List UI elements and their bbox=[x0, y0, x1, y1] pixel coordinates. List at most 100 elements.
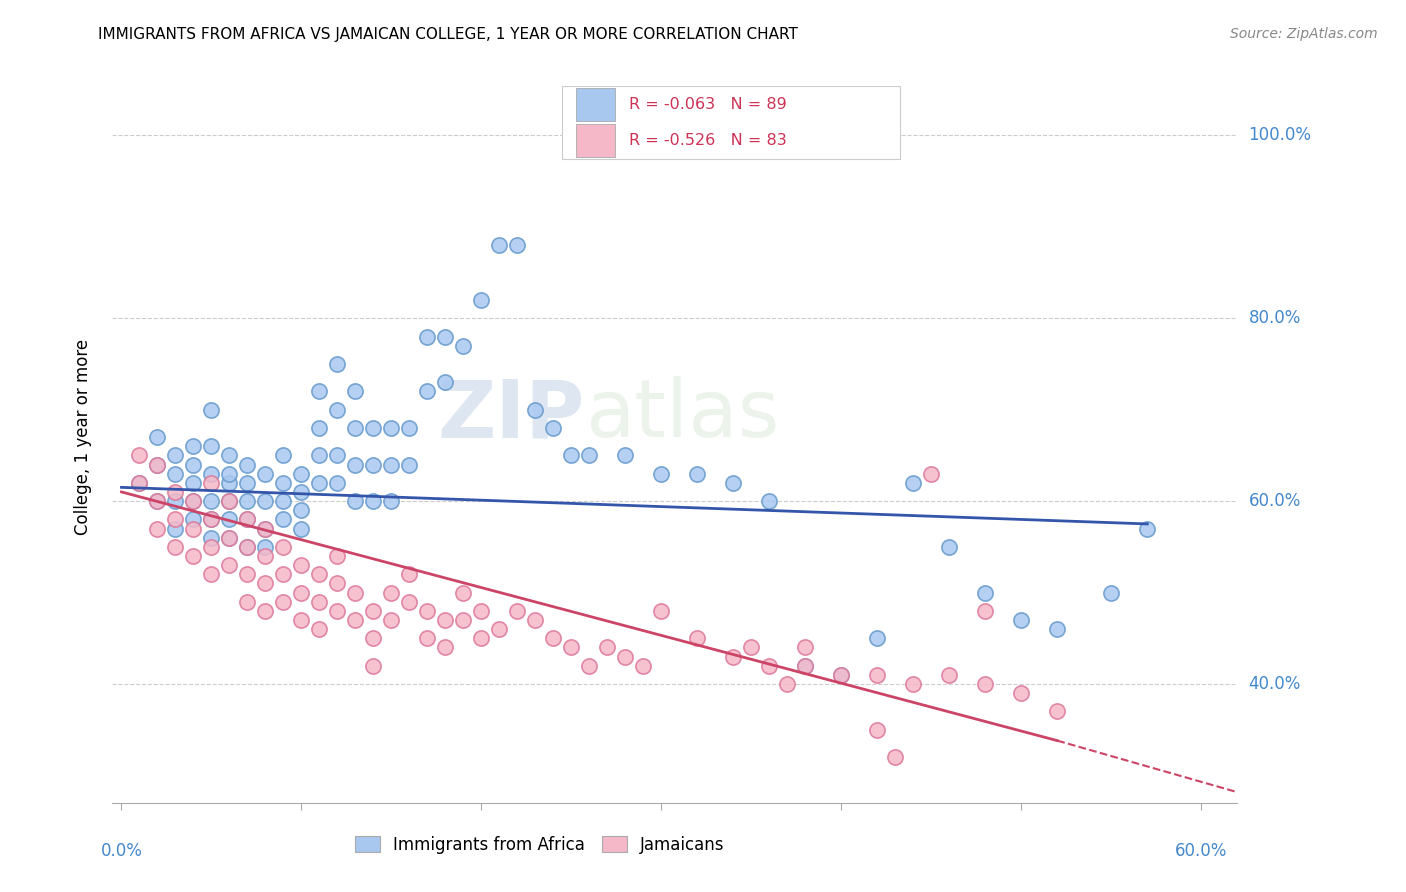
Point bbox=[183, 475, 205, 490]
Point bbox=[146, 494, 169, 508]
Point bbox=[236, 567, 259, 582]
Point bbox=[434, 329, 457, 343]
Point bbox=[290, 522, 312, 536]
Point bbox=[416, 384, 439, 399]
Point bbox=[218, 531, 240, 545]
Legend: Immigrants from Africa, Jamaicans: Immigrants from Africa, Jamaicans bbox=[349, 829, 731, 860]
Point bbox=[398, 421, 420, 435]
Point bbox=[254, 522, 277, 536]
Point bbox=[938, 667, 960, 682]
Point bbox=[974, 604, 997, 618]
Point bbox=[236, 540, 259, 554]
Text: 40.0%: 40.0% bbox=[1249, 675, 1301, 693]
Point bbox=[740, 640, 762, 655]
Point bbox=[543, 632, 565, 646]
Point bbox=[794, 640, 817, 655]
Point bbox=[363, 632, 385, 646]
Point bbox=[470, 604, 492, 618]
Point bbox=[560, 448, 582, 462]
Point bbox=[165, 522, 187, 536]
Point bbox=[254, 540, 277, 554]
Point bbox=[308, 384, 330, 399]
Text: 60.0%: 60.0% bbox=[1175, 842, 1227, 860]
Point bbox=[614, 448, 637, 462]
Point bbox=[236, 512, 259, 526]
Point bbox=[308, 475, 330, 490]
Point bbox=[165, 467, 187, 481]
Point bbox=[363, 421, 385, 435]
Point bbox=[470, 293, 492, 307]
Point bbox=[344, 458, 367, 472]
Point bbox=[218, 467, 240, 481]
Point bbox=[236, 595, 259, 609]
Text: ZIP: ZIP bbox=[437, 376, 585, 454]
Text: 0.0%: 0.0% bbox=[101, 842, 142, 860]
Point bbox=[146, 430, 169, 444]
Point bbox=[326, 448, 349, 462]
Text: 100.0%: 100.0% bbox=[1249, 127, 1312, 145]
Point bbox=[596, 640, 619, 655]
Point bbox=[866, 667, 889, 682]
Point bbox=[308, 622, 330, 636]
Text: Source: ZipAtlas.com: Source: ZipAtlas.com bbox=[1230, 27, 1378, 41]
Point bbox=[183, 458, 205, 472]
Point bbox=[290, 558, 312, 573]
Point bbox=[218, 448, 240, 462]
Point bbox=[183, 512, 205, 526]
Point bbox=[506, 238, 529, 252]
Point bbox=[1099, 585, 1122, 599]
Point bbox=[794, 658, 817, 673]
Point bbox=[326, 576, 349, 591]
Point bbox=[290, 503, 312, 517]
Point bbox=[273, 512, 295, 526]
Point bbox=[470, 632, 492, 646]
Point bbox=[1010, 686, 1032, 700]
Point bbox=[866, 723, 889, 737]
Point bbox=[578, 658, 600, 673]
Point bbox=[686, 467, 709, 481]
Point bbox=[326, 357, 349, 371]
Point bbox=[488, 622, 510, 636]
Point bbox=[146, 458, 169, 472]
Point bbox=[308, 595, 330, 609]
Point bbox=[344, 613, 367, 627]
Point bbox=[183, 549, 205, 563]
Point bbox=[650, 467, 672, 481]
Point bbox=[344, 384, 367, 399]
Point bbox=[128, 475, 150, 490]
Point bbox=[453, 338, 475, 352]
Point bbox=[723, 475, 745, 490]
Point bbox=[434, 613, 457, 627]
Text: R = -0.526   N = 83: R = -0.526 N = 83 bbox=[628, 133, 786, 148]
Point bbox=[165, 512, 187, 526]
Point bbox=[200, 512, 222, 526]
Point bbox=[183, 522, 205, 536]
Point bbox=[273, 595, 295, 609]
Point bbox=[363, 494, 385, 508]
Point bbox=[758, 494, 780, 508]
Point bbox=[200, 467, 222, 481]
Point bbox=[290, 585, 312, 599]
Point bbox=[398, 595, 420, 609]
Point bbox=[254, 467, 277, 481]
Text: 80.0%: 80.0% bbox=[1249, 310, 1301, 327]
Text: 60.0%: 60.0% bbox=[1249, 492, 1301, 510]
Point bbox=[344, 421, 367, 435]
Point bbox=[273, 540, 295, 554]
Point bbox=[380, 494, 402, 508]
Point bbox=[165, 448, 187, 462]
Point bbox=[200, 402, 222, 417]
Point bbox=[524, 402, 547, 417]
Point bbox=[254, 494, 277, 508]
Point bbox=[543, 421, 565, 435]
Point bbox=[723, 649, 745, 664]
Point bbox=[363, 604, 385, 618]
Point bbox=[146, 494, 169, 508]
Point bbox=[903, 475, 925, 490]
Point bbox=[1046, 705, 1069, 719]
Point bbox=[200, 494, 222, 508]
Point bbox=[1010, 613, 1032, 627]
Point bbox=[938, 540, 960, 554]
Point bbox=[380, 458, 402, 472]
Point bbox=[614, 649, 637, 664]
